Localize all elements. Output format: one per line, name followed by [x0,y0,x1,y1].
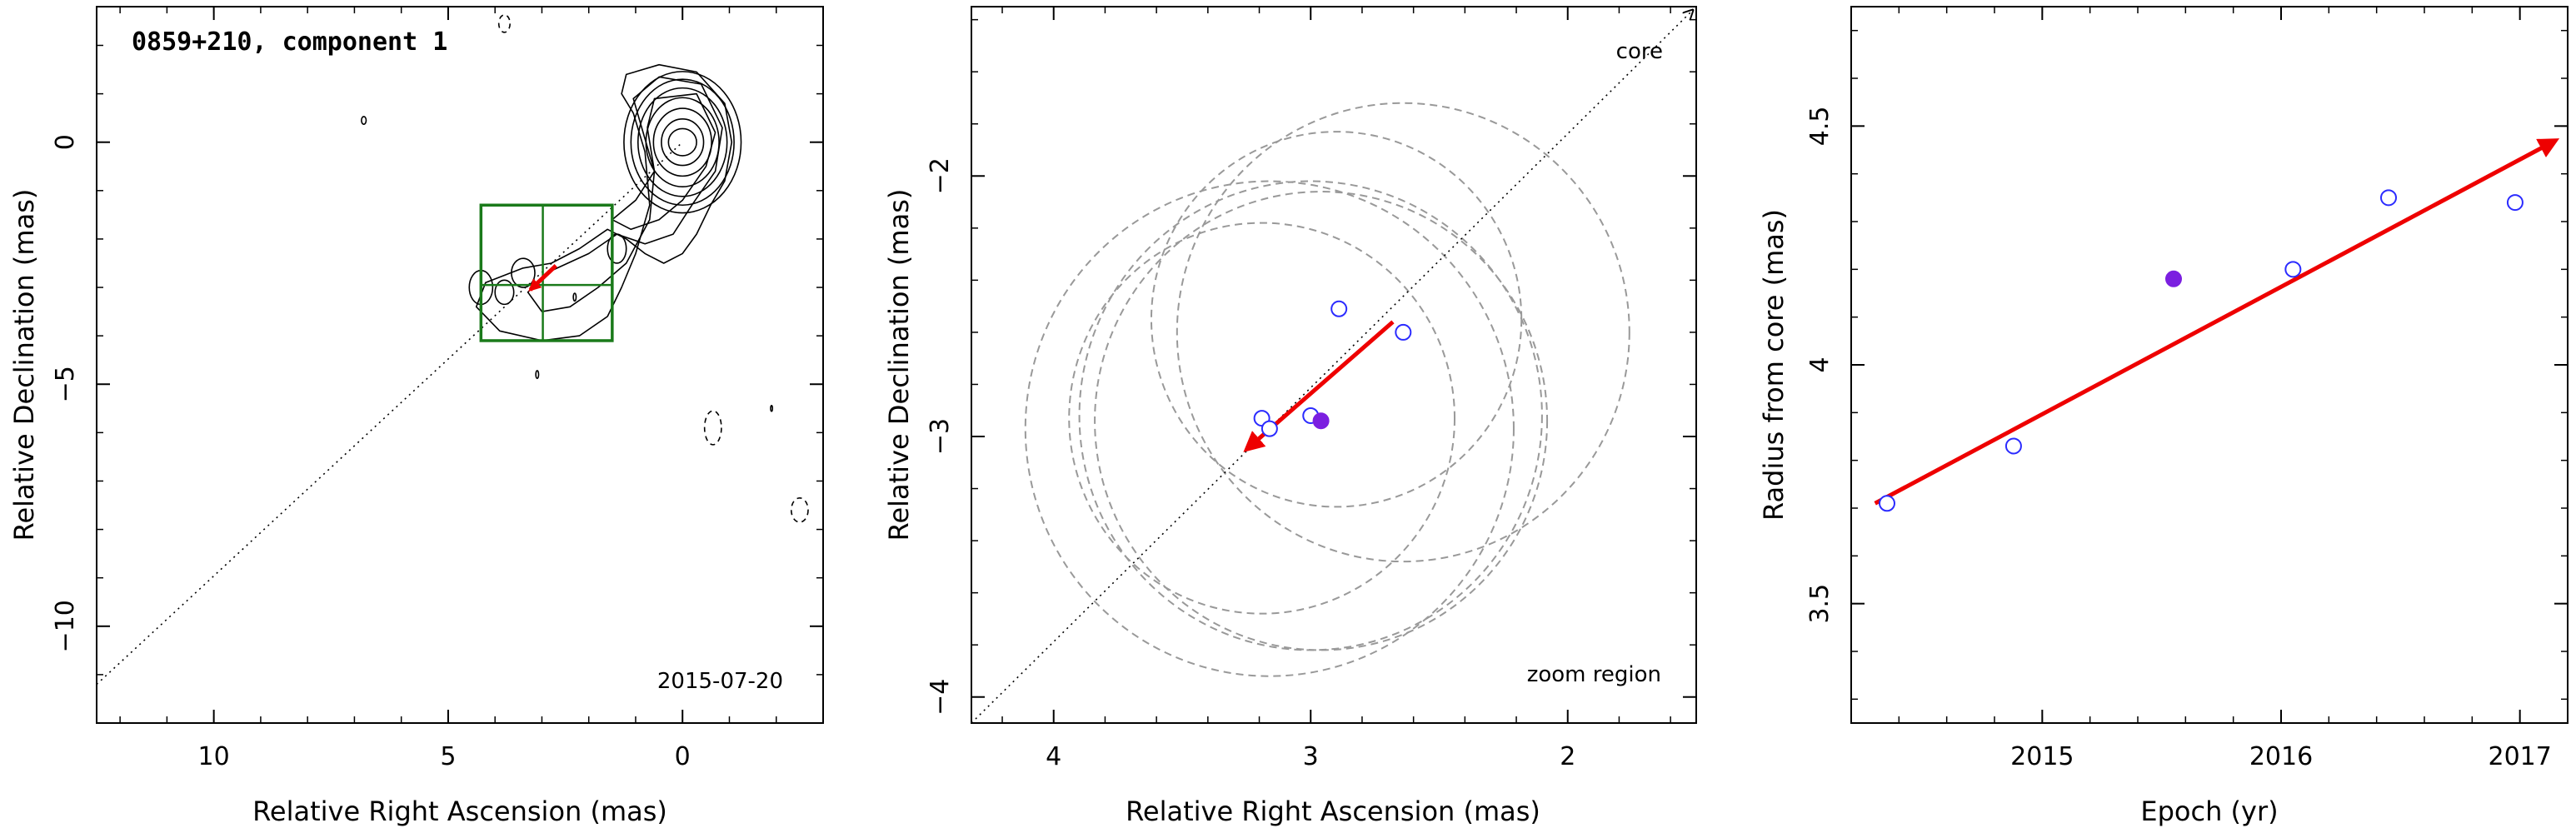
p3-frame [1850,6,2569,724]
p2-x-tick-label: 4 [1046,742,1061,771]
p2-epoch-point [1330,300,1348,317]
p2-epoch-point [1261,420,1278,437]
p3-fit-arrow [1874,138,2560,506]
p1-x-tick-label: 5 [440,742,456,771]
p1-ridge-line [96,142,683,686]
p1-core-contour [637,87,728,197]
p2-error-circle [1068,222,1456,615]
p1-y-tick-label: −10 [51,600,80,652]
p1-motion-arrow [528,264,558,292]
p3-x-axis-title: Epoch (yr) [2140,796,2278,827]
p1-small-contour [511,257,536,288]
p2-y-tick-label: −3 [926,418,955,455]
panel-zoom-region: 4 3 2 −2 −3 −4 core zoom region Relative… [883,6,1697,827]
panel-radius-vs-epoch: 2015 2016 2017 3.5 4 4.5 Epoch (yr) Radi… [1758,6,2569,827]
p2-core-label: core [1616,39,1663,64]
p1-jet-contour [611,92,716,231]
p3-plot-area [1874,138,2560,512]
p1-small-contour [572,292,577,302]
p3-y-tick-label: 3.5 [1805,584,1835,624]
p1-jet-contour [527,76,723,312]
p1-negative-contour [790,496,809,523]
p1-negative-contour [703,410,722,446]
p1-y-axis-title: Relative Declination (mas) [8,189,40,541]
p1-core-contour [623,71,742,214]
p1-date-label: 2015-07-20 [657,669,783,694]
p1-ticks [97,7,824,724]
p1-x-tick-label: 10 [198,742,230,771]
p3-x-tick-label: 2015 [2010,742,2074,771]
p1-small-contour [361,116,367,126]
p1-x-axis-title: Relative Right Ascension (mas) [252,796,667,827]
p2-epoch-point [1395,323,1412,341]
p1-small-contour [770,405,774,412]
p1-core-contour [661,118,705,167]
p2-y-tick-label: −4 [926,679,955,716]
p3-epoch-point [2284,261,2302,278]
p1-title: 0859+210, component 1 [132,27,447,57]
p2-plot-area [971,10,1693,724]
p2-x-tick-label: 2 [1560,742,1575,771]
p1-plot-area [96,14,809,686]
p2-epoch-point-filled [1312,412,1330,430]
p3-y-tick-label: 4 [1805,357,1835,372]
p2-core-direction-line [971,10,1693,724]
p3-epoch-point [1879,495,1895,512]
p1-frame [96,6,824,724]
p3-y-axis-title: Radius from core (mas) [1758,209,1790,521]
p2-x-axis-title: Relative Right Ascension (mas) [1126,796,1540,827]
p3-epoch-point [2380,189,2397,207]
p2-y-axis-title: Relative Declination (mas) [883,189,915,541]
p1-small-contour [607,233,627,264]
p3-ticks [1850,7,2568,723]
p1-small-contour [535,370,540,380]
p1-zoom-box [479,203,614,342]
p3-x-tick-label: 2016 [2249,742,2313,771]
p2-zoom-label: zoom region [1527,662,1661,687]
p3-epoch-point-filled [2165,270,2182,287]
p1-y-tick-label: −5 [51,366,80,402]
p2-clipped-layer [1024,102,1630,677]
p2-error-circle [1150,131,1523,508]
p1-core-contour [652,107,712,177]
p1-core-contour [667,127,697,157]
p3-x-tick-label: 2017 [2488,742,2551,771]
p3-epoch-point [2506,194,2524,212]
p1-negative-contour [497,14,511,33]
p1-core-contour [630,78,735,207]
p1-y-tick-label: 0 [51,134,80,150]
p3-epoch-point [2004,437,2022,455]
p2-error-circle [1094,191,1549,651]
p2-frame [971,6,1697,724]
p3-y-tick-label: 4.5 [1805,106,1835,146]
p2-error-circle [1176,102,1630,563]
p2-x-tick-label: 3 [1303,742,1319,771]
p2-ticks [971,7,1696,723]
p1-small-contour [494,279,515,306]
p2-y-tick-label: −2 [926,157,955,194]
p1-x-tick-label: 0 [675,742,691,771]
panel-contour-map: 10 5 0 0 −5 −10 0859+210, component 1 20… [8,6,824,827]
p2-error-circle [1024,180,1515,677]
